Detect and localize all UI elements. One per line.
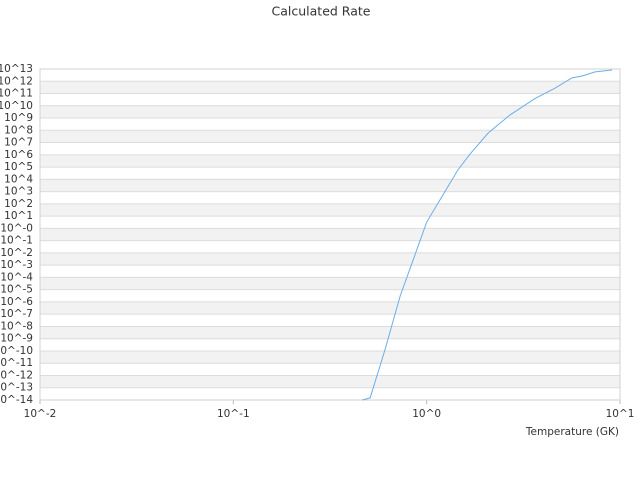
grid-band bbox=[40, 350, 620, 364]
y-tick-label: 10^-0 bbox=[0, 222, 33, 234]
y-tick-label: 10^-11 bbox=[0, 357, 33, 369]
y-tick-label: 10^-10 bbox=[0, 345, 33, 357]
y-tick-label: 10^-7 bbox=[0, 308, 33, 320]
y-tick-label: 10^-9 bbox=[0, 333, 33, 345]
y-tick-label: 10^-3 bbox=[0, 259, 33, 271]
x-tick-label: 10^0 bbox=[412, 408, 441, 420]
y-tick-label: 10^13 bbox=[0, 63, 33, 75]
y-tick-label: 10^-8 bbox=[0, 320, 33, 332]
grid-band bbox=[40, 301, 620, 315]
grid-band bbox=[40, 105, 620, 119]
grid-band bbox=[40, 277, 620, 290]
grid-band bbox=[40, 179, 620, 192]
y-tick-label: 10^-5 bbox=[0, 284, 33, 296]
y-tick-label: 10^10 bbox=[0, 100, 33, 112]
y-tick-label: 10^6 bbox=[4, 149, 33, 161]
y-tick-label: 10^7 bbox=[4, 137, 33, 149]
y-tick-label: 10^4 bbox=[4, 173, 33, 185]
plot-frame bbox=[39, 68, 621, 401]
grid-band bbox=[40, 154, 620, 168]
y-tick-label: 10^-13 bbox=[0, 382, 33, 394]
x-tick-label: 10^-1 bbox=[217, 408, 250, 420]
grid-band bbox=[40, 375, 620, 388]
line-series bbox=[362, 69, 613, 401]
x-tick-label: 10^1 bbox=[606, 408, 635, 420]
y-tick-label: 10^-6 bbox=[0, 296, 33, 308]
y-tick-label: 10^3 bbox=[4, 186, 33, 198]
grid-band bbox=[40, 81, 620, 94]
y-tick-label: 10^-1 bbox=[0, 235, 33, 247]
grid-band bbox=[40, 228, 620, 241]
y-tick-label: 10^-14 bbox=[0, 394, 33, 406]
x-tick-label: 10^-2 bbox=[24, 408, 57, 420]
y-tick-label: 10^5 bbox=[4, 161, 33, 173]
y-tick-label: 10^-12 bbox=[0, 369, 33, 381]
grid-band bbox=[40, 130, 620, 143]
y-tick-label: 10^-4 bbox=[0, 271, 33, 283]
grid-band bbox=[40, 326, 620, 339]
y-tick-label: 10^11 bbox=[0, 88, 33, 100]
y-tick-label: 10^-2 bbox=[0, 247, 33, 259]
y-tick-label: 10^9 bbox=[4, 112, 33, 124]
y-tick-label: 10^12 bbox=[0, 75, 33, 87]
grid-band bbox=[40, 252, 620, 266]
y-tick-label: 10^1 bbox=[4, 210, 33, 222]
y-tick-label: 10^2 bbox=[4, 198, 33, 210]
y-tick-label: 10^8 bbox=[4, 124, 33, 136]
x-axis-label: Temperature (GK) bbox=[525, 426, 619, 438]
grid-band bbox=[40, 203, 620, 217]
chart-title: Calculated Rate bbox=[272, 4, 371, 19]
